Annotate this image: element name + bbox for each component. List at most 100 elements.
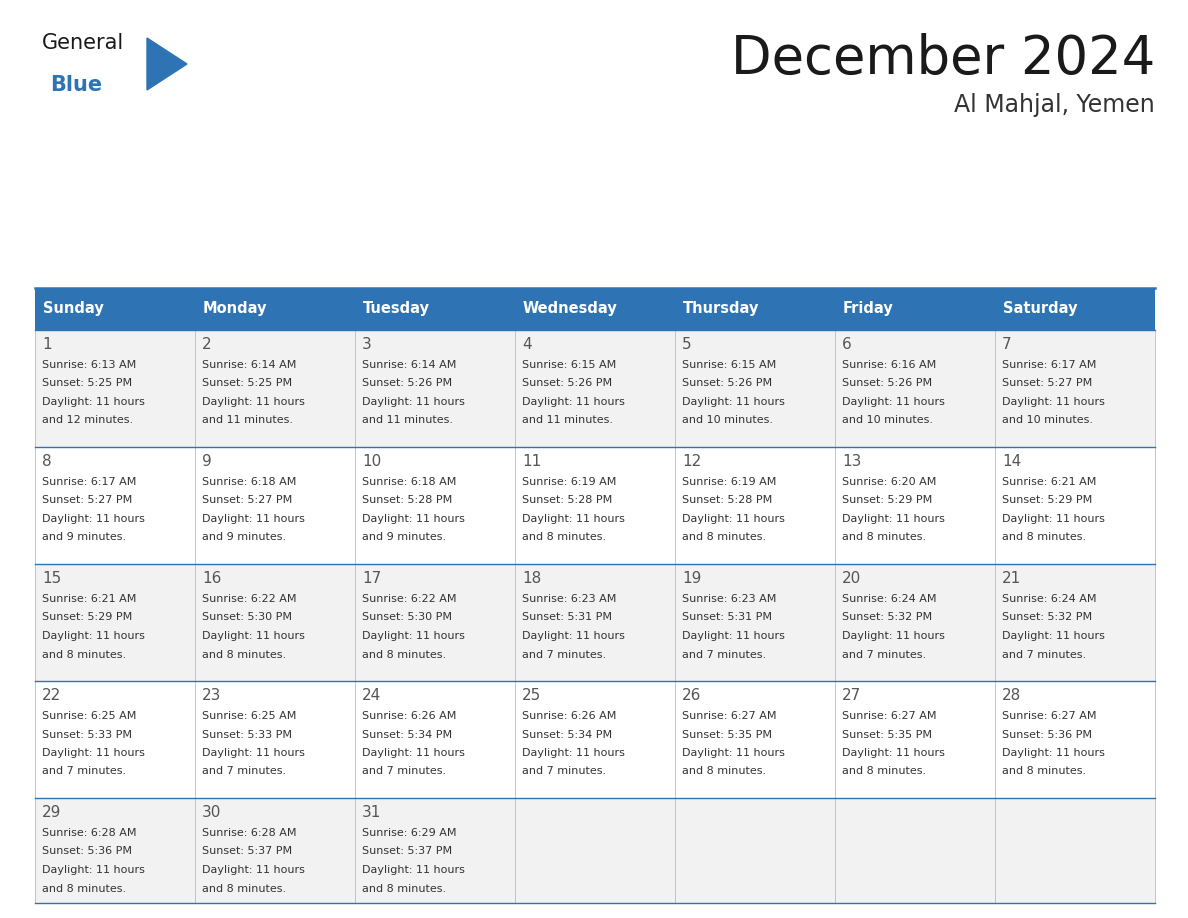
Text: Daylight: 11 hours: Daylight: 11 hours xyxy=(42,865,145,875)
Bar xyxy=(34,330,195,447)
Text: Daylight: 11 hours: Daylight: 11 hours xyxy=(522,397,625,407)
Text: 12: 12 xyxy=(682,454,701,469)
Text: Daylight: 11 hours: Daylight: 11 hours xyxy=(522,631,625,641)
Bar xyxy=(835,330,996,447)
Bar xyxy=(996,288,1155,330)
Bar xyxy=(355,681,516,798)
Text: Sunrise: 6:23 AM: Sunrise: 6:23 AM xyxy=(522,594,617,604)
Text: Sunset: 5:30 PM: Sunset: 5:30 PM xyxy=(202,612,292,622)
Text: Sunset: 5:28 PM: Sunset: 5:28 PM xyxy=(362,496,453,506)
Bar xyxy=(996,681,1155,798)
Text: and 7 minutes.: and 7 minutes. xyxy=(522,650,606,659)
Text: Sunset: 5:26 PM: Sunset: 5:26 PM xyxy=(682,378,772,388)
Text: Daylight: 11 hours: Daylight: 11 hours xyxy=(522,514,625,524)
Text: Daylight: 11 hours: Daylight: 11 hours xyxy=(682,631,785,641)
Text: Daylight: 11 hours: Daylight: 11 hours xyxy=(202,514,305,524)
Text: Sunset: 5:34 PM: Sunset: 5:34 PM xyxy=(362,730,453,740)
Text: Wednesday: Wednesday xyxy=(523,301,618,317)
Bar xyxy=(835,564,996,681)
Text: 25: 25 xyxy=(522,688,542,703)
Text: and 8 minutes.: and 8 minutes. xyxy=(202,650,286,659)
Text: Sunset: 5:29 PM: Sunset: 5:29 PM xyxy=(842,496,933,506)
Text: Thursday: Thursday xyxy=(683,301,759,317)
Text: and 7 minutes.: and 7 minutes. xyxy=(42,767,126,777)
Text: Daylight: 11 hours: Daylight: 11 hours xyxy=(1001,748,1105,758)
Bar xyxy=(34,288,195,330)
Text: and 7 minutes.: and 7 minutes. xyxy=(842,650,927,659)
Text: 15: 15 xyxy=(42,571,62,586)
Text: Sunrise: 6:24 AM: Sunrise: 6:24 AM xyxy=(842,594,936,604)
Text: Sunset: 5:31 PM: Sunset: 5:31 PM xyxy=(522,612,612,622)
Text: Sunrise: 6:17 AM: Sunrise: 6:17 AM xyxy=(42,477,137,487)
Text: and 10 minutes.: and 10 minutes. xyxy=(1001,416,1093,426)
Text: Sunrise: 6:26 AM: Sunrise: 6:26 AM xyxy=(522,711,617,721)
Text: Sunrise: 6:28 AM: Sunrise: 6:28 AM xyxy=(42,828,137,838)
Text: 31: 31 xyxy=(362,805,381,820)
Bar xyxy=(355,330,516,447)
Text: 24: 24 xyxy=(362,688,381,703)
Text: Sunset: 5:27 PM: Sunset: 5:27 PM xyxy=(202,496,292,506)
Bar xyxy=(675,681,835,798)
Text: Sunrise: 6:14 AM: Sunrise: 6:14 AM xyxy=(202,360,296,370)
Text: 11: 11 xyxy=(522,454,542,469)
Text: and 8 minutes.: and 8 minutes. xyxy=(42,650,126,659)
Text: Sunrise: 6:28 AM: Sunrise: 6:28 AM xyxy=(202,828,297,838)
Bar xyxy=(675,330,835,447)
Text: Sunrise: 6:22 AM: Sunrise: 6:22 AM xyxy=(362,594,456,604)
Text: Sunset: 5:28 PM: Sunset: 5:28 PM xyxy=(682,496,772,506)
Text: Sunrise: 6:27 AM: Sunrise: 6:27 AM xyxy=(1001,711,1097,721)
Text: Sunset: 5:27 PM: Sunset: 5:27 PM xyxy=(42,496,132,506)
Text: 9: 9 xyxy=(202,454,211,469)
Text: Sunrise: 6:16 AM: Sunrise: 6:16 AM xyxy=(842,360,936,370)
Text: and 8 minutes.: and 8 minutes. xyxy=(362,883,447,893)
Text: 10: 10 xyxy=(362,454,381,469)
Text: Sunset: 5:37 PM: Sunset: 5:37 PM xyxy=(202,846,292,856)
Bar xyxy=(675,447,835,564)
Text: 18: 18 xyxy=(522,571,542,586)
Text: Sunrise: 6:19 AM: Sunrise: 6:19 AM xyxy=(682,477,777,487)
Text: General: General xyxy=(42,33,125,53)
Text: 30: 30 xyxy=(202,805,221,820)
Text: and 8 minutes.: and 8 minutes. xyxy=(842,532,927,543)
Bar xyxy=(996,798,1155,903)
Text: Sunset: 5:35 PM: Sunset: 5:35 PM xyxy=(842,730,933,740)
Text: Sunset: 5:29 PM: Sunset: 5:29 PM xyxy=(1001,496,1092,506)
Text: Sunset: 5:26 PM: Sunset: 5:26 PM xyxy=(842,378,933,388)
Bar xyxy=(355,798,516,903)
Text: 27: 27 xyxy=(842,688,861,703)
Text: Blue: Blue xyxy=(50,75,102,95)
Text: and 11 minutes.: and 11 minutes. xyxy=(522,416,613,426)
Bar xyxy=(355,447,516,564)
Bar xyxy=(195,288,355,330)
Text: Sunrise: 6:21 AM: Sunrise: 6:21 AM xyxy=(42,594,137,604)
Text: 19: 19 xyxy=(682,571,701,586)
Text: Daylight: 11 hours: Daylight: 11 hours xyxy=(682,748,785,758)
Text: Daylight: 11 hours: Daylight: 11 hours xyxy=(682,514,785,524)
Text: Sunrise: 6:15 AM: Sunrise: 6:15 AM xyxy=(682,360,776,370)
Text: Daylight: 11 hours: Daylight: 11 hours xyxy=(1001,397,1105,407)
Text: and 7 minutes.: and 7 minutes. xyxy=(202,767,286,777)
Bar xyxy=(195,798,355,903)
Text: and 8 minutes.: and 8 minutes. xyxy=(1001,532,1086,543)
Text: Daylight: 11 hours: Daylight: 11 hours xyxy=(522,748,625,758)
Text: Sunset: 5:36 PM: Sunset: 5:36 PM xyxy=(42,846,132,856)
Text: Sunset: 5:32 PM: Sunset: 5:32 PM xyxy=(1001,612,1092,622)
Text: 8: 8 xyxy=(42,454,51,469)
Text: and 8 minutes.: and 8 minutes. xyxy=(202,883,286,893)
Bar xyxy=(516,288,675,330)
Text: and 8 minutes.: and 8 minutes. xyxy=(842,767,927,777)
Text: and 9 minutes.: and 9 minutes. xyxy=(362,532,447,543)
Text: Sunset: 5:30 PM: Sunset: 5:30 PM xyxy=(362,612,451,622)
Text: Sunset: 5:37 PM: Sunset: 5:37 PM xyxy=(362,846,453,856)
Text: 1: 1 xyxy=(42,337,51,352)
Text: Saturday: Saturday xyxy=(1003,301,1078,317)
Text: and 8 minutes.: and 8 minutes. xyxy=(362,650,447,659)
Bar xyxy=(996,447,1155,564)
Text: Sunrise: 6:18 AM: Sunrise: 6:18 AM xyxy=(362,477,456,487)
Text: Sunset: 5:36 PM: Sunset: 5:36 PM xyxy=(1001,730,1092,740)
Text: Tuesday: Tuesday xyxy=(364,301,430,317)
Bar xyxy=(355,564,516,681)
Text: Sunrise: 6:27 AM: Sunrise: 6:27 AM xyxy=(682,711,777,721)
Text: Daylight: 11 hours: Daylight: 11 hours xyxy=(842,748,944,758)
Text: Daylight: 11 hours: Daylight: 11 hours xyxy=(202,631,305,641)
